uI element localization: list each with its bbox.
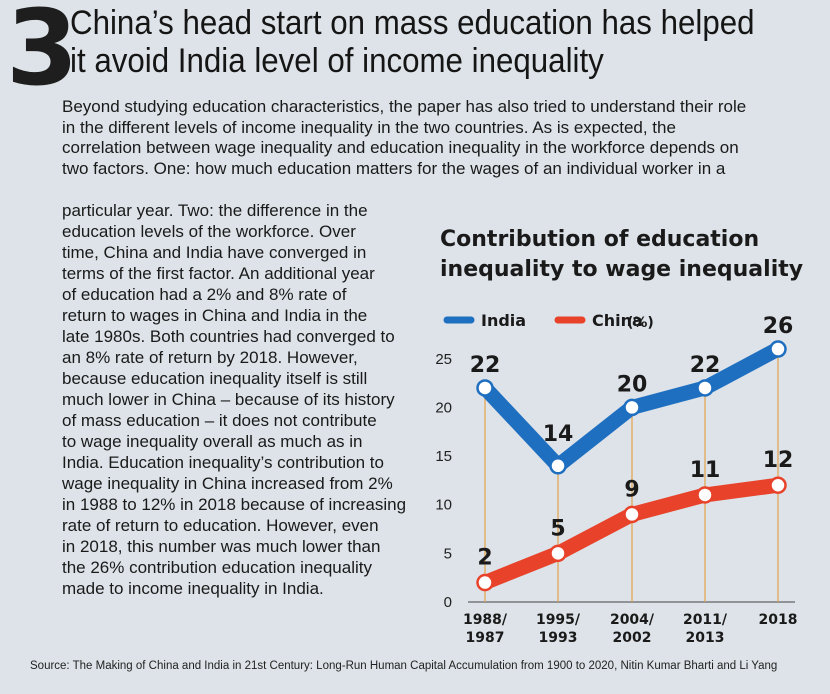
china-data-label: 11	[690, 458, 721, 483]
body-line: in 2018, this number was much lower than	[62, 537, 381, 556]
body-line: to wage inequality overall as much as in	[62, 432, 363, 451]
china-data-label: 12	[763, 448, 794, 473]
legend-unit: (%)	[627, 315, 654, 331]
intro-text: Beyond studying education characteristic…	[62, 97, 746, 179]
x-tick-label-line: 2011/	[683, 612, 728, 628]
body-line: the 26% contribution education inequalit…	[62, 558, 372, 577]
y-tick-label: 0	[444, 594, 452, 611]
body-line: much lower in China – because of its his…	[62, 390, 395, 409]
x-tick-label: 1988/1987	[463, 612, 508, 646]
y-tick-label: 25	[435, 351, 452, 368]
y-tick-label: 5	[444, 545, 452, 562]
india-data-label: 26	[763, 314, 794, 339]
x-tick-label-line: 1987	[466, 630, 505, 646]
y-tick-label: 15	[435, 448, 452, 465]
body-line: late 1980s. Both countries had converged…	[62, 327, 395, 346]
body-line: particular year. Two: the difference in …	[62, 201, 368, 220]
x-tick-label-line: 1993	[539, 630, 578, 646]
india-data-point	[476, 379, 494, 397]
body-line: because education inequality itself is s…	[62, 369, 368, 388]
china-data-point	[476, 573, 494, 592]
chart-title-line-1: Contribution of education	[440, 227, 760, 252]
china-data-label: 5	[550, 516, 565, 541]
headline-line-2: it avoid India level of income inequalit…	[70, 42, 604, 80]
x-tick-label-line: 2013	[686, 630, 725, 646]
x-tick-label: 2011/2013	[683, 612, 728, 646]
body-line: terms of the first factor. An additional…	[62, 264, 375, 283]
body-line: time, China and India have converged in	[62, 243, 367, 262]
intro-line: two factors. One: how much education mat…	[62, 158, 726, 178]
body-line: of mass education – it does not contribu…	[62, 411, 377, 430]
x-tick-label: 1995/1993	[536, 612, 581, 646]
china-data-point	[549, 544, 567, 563]
body-line: India. Education inequality’s contributi…	[62, 453, 384, 472]
india-data-point	[549, 457, 567, 475]
x-tick-label-line: 1988/	[463, 612, 508, 628]
intro-line: correlation between wage inequality and …	[62, 138, 739, 157]
source-note: Source: The Making of China and India in…	[30, 660, 778, 672]
legend-label-china: China	[592, 311, 643, 330]
x-tick-label-line: 2018	[759, 612, 798, 628]
china-data-label: 2	[477, 546, 492, 571]
china-data-point	[696, 486, 714, 504]
body-line: education levels of the workforce. Over	[62, 222, 356, 241]
china-data-label: 9	[624, 477, 639, 502]
india-data-label: 20	[617, 372, 648, 397]
china-data-point	[623, 505, 641, 524]
body-line: return to wages in China and India in th…	[62, 306, 368, 325]
y-tick-label: 20	[435, 399, 452, 416]
body-line: wage inequality in China increased from …	[62, 474, 393, 493]
chart-title: Contribution of education inequality to …	[440, 225, 803, 285]
x-tick-label-line: 1995/	[536, 612, 581, 628]
figure-number: 3	[6, 0, 78, 109]
headline-line-1: China’s head start on mass education has…	[70, 4, 755, 42]
y-tick-label: 10	[435, 497, 452, 514]
body-line: in 1988 to 12% in 2018 because of increa…	[62, 495, 407, 514]
body-line: rate of return to education. However, ev…	[62, 516, 379, 535]
india-data-label: 14	[543, 422, 574, 447]
body-line: of education had a 2% and 8% rate of	[62, 285, 347, 304]
body-text: particular year. Two: the difference in …	[62, 200, 406, 599]
x-tick-label: 2018	[759, 612, 798, 628]
headline: China’s head start on mass education has…	[70, 4, 755, 80]
china-data-point	[769, 476, 787, 494]
chart-title-line-2: inequality to wage inequality	[440, 257, 804, 282]
india-data-point	[623, 398, 641, 417]
body-line: made to income inequality in India.	[62, 579, 324, 598]
india-data-point	[696, 379, 714, 397]
body-line: an 8% rate of return by 2018. However,	[62, 348, 358, 367]
intro-line: in the different levels of income inequa…	[62, 117, 676, 137]
india-data-label: 22	[470, 353, 501, 378]
x-tick-label: 2004/2002	[610, 612, 655, 646]
india-data-point	[769, 340, 787, 358]
legend-label-india: India	[481, 311, 526, 330]
intro-line: Beyond studying education characteristic…	[62, 97, 747, 116]
x-tick-label-line: 2002	[613, 630, 652, 646]
india-data-label: 22	[690, 353, 721, 378]
x-tick-label-line: 2004/	[610, 612, 655, 628]
